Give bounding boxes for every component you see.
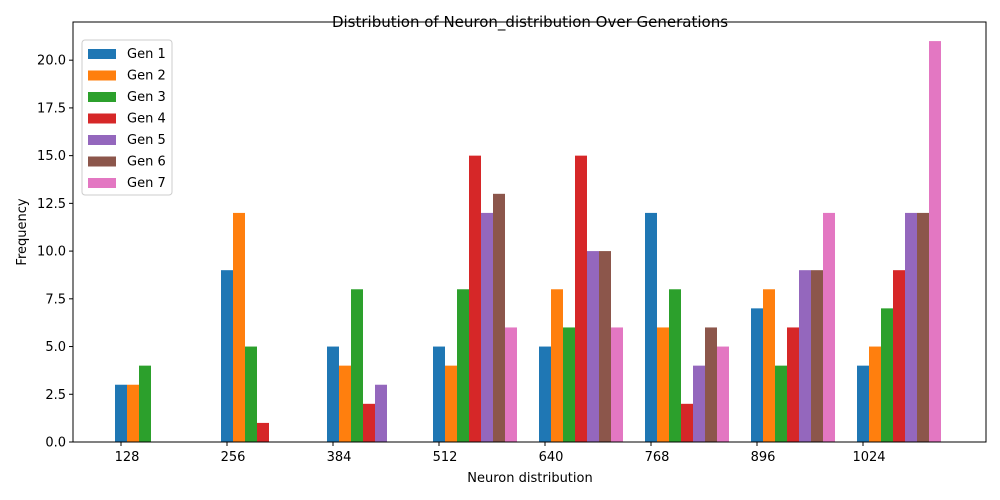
x-tick-label: 384 — [327, 450, 352, 465]
legend-label-gen5: Gen 5 — [127, 133, 166, 148]
bar-gen7-1024 — [929, 41, 941, 443]
legend-label-gen6: Gen 6 — [127, 155, 166, 170]
bar-gen3-640 — [563, 327, 575, 442]
bar-gen1-256 — [221, 270, 233, 442]
legend-label-gen7: Gen 7 — [127, 176, 166, 191]
legend-swatch-gen7 — [88, 178, 116, 188]
bar-gen4-1024 — [893, 270, 905, 442]
bar-gen3-896 — [775, 365, 787, 442]
bar-gen1-896 — [751, 308, 763, 442]
x-tick-label: 512 — [433, 450, 458, 465]
bar-gen2-512 — [445, 365, 457, 442]
y-tick-label: 20.0 — [37, 54, 66, 69]
legend-swatch-gen2 — [88, 70, 116, 81]
legend-swatch-gen3 — [88, 92, 116, 102]
legend-label-gen1: Gen 1 — [127, 47, 166, 62]
y-tick-label: 12.5 — [37, 197, 66, 212]
bar-gen1-640 — [539, 346, 551, 442]
y-tick-label: 2.5 — [45, 388, 66, 403]
bar-gen5-768 — [693, 365, 705, 442]
bar-gen5-512 — [481, 212, 493, 442]
bar-gen3-512 — [457, 289, 469, 442]
bar-gen4-640 — [575, 155, 587, 442]
bar-gen3-256 — [245, 346, 257, 442]
bar-gen5-640 — [587, 251, 599, 442]
bar-gen4-256 — [257, 422, 269, 442]
legend-swatch-gen5 — [88, 135, 116, 145]
bar-gen5-384 — [375, 384, 387, 442]
bar-gen1-384 — [327, 346, 339, 442]
x-tick-label: 256 — [221, 450, 246, 465]
x-axis-label: Neuron distribution — [467, 471, 592, 486]
bar-gen2-768 — [657, 327, 669, 442]
x-tick-label: 768 — [645, 450, 670, 465]
bar-gen2-128 — [127, 384, 139, 442]
bar-gen4-512 — [469, 155, 481, 442]
bars — [115, 41, 941, 443]
bar-gen6-640 — [599, 251, 611, 442]
bar-gen2-640 — [551, 289, 563, 442]
bar-gen4-768 — [681, 403, 693, 442]
x-tick-label: 1024 — [852, 450, 885, 465]
legend-swatch-gen4 — [88, 113, 116, 124]
x-tick-label: 128 — [115, 450, 140, 465]
y-axis-ticks: 0.0 2.5 5.0 7.5 10.0 12.5 15.0 17.5 20.0 — [37, 54, 73, 451]
bar-gen6-896 — [811, 270, 823, 442]
y-tick-label: 0.0 — [45, 436, 66, 451]
bar-gen2-896 — [763, 289, 775, 442]
legend-label-gen3: Gen 3 — [127, 90, 166, 105]
y-tick-label: 17.5 — [37, 101, 66, 116]
legend-label-gen4: Gen 4 — [127, 112, 166, 127]
bar-gen1-1024 — [857, 365, 869, 442]
bar-gen4-896 — [787, 327, 799, 442]
bar-gen5-896 — [799, 270, 811, 442]
bar-gen7-896 — [823, 212, 835, 442]
bar-gen7-512 — [505, 327, 517, 442]
bar-gen6-512 — [493, 193, 505, 442]
bar-gen7-768 — [717, 346, 729, 442]
bar-gen3-128 — [139, 365, 151, 442]
bar-gen3-768 — [669, 289, 681, 442]
x-axis-ticks: 128 256 384 512 640 768 896 1024 — [115, 442, 886, 465]
bar-gen2-384 — [339, 365, 351, 442]
legend-swatch-gen6 — [88, 156, 116, 167]
x-tick-label: 640 — [539, 450, 564, 465]
legend-label-gen2: Gen 2 — [127, 69, 166, 84]
bar-gen1-128 — [115, 384, 127, 442]
plot-frame — [72, 21, 987, 443]
bar-gen3-1024 — [881, 308, 893, 442]
y-tick-label: 5.0 — [45, 340, 66, 355]
bar-gen7-640 — [611, 327, 623, 442]
bar-gen5-1024 — [905, 212, 917, 442]
y-axis-label: Frequency — [15, 198, 30, 265]
bar-gen1-512 — [433, 346, 445, 442]
y-tick-label: 15.0 — [37, 149, 66, 164]
y-tick-label: 7.5 — [45, 292, 66, 307]
legend: Gen 1 Gen 2 Gen 3 Gen 4 Gen 5 Gen 6 Gen 7 — [81, 39, 173, 196]
x-tick-label: 896 — [751, 450, 776, 465]
bar-gen1-768 — [645, 212, 657, 442]
bar-gen2-1024 — [869, 346, 881, 442]
bar-gen3-384 — [351, 289, 363, 442]
bar-gen6-1024 — [917, 212, 929, 442]
bar-gen4-384 — [363, 403, 375, 442]
legend-swatch-gen1 — [88, 49, 116, 59]
bar-gen6-768 — [705, 327, 717, 442]
bar-gen2-256 — [233, 212, 245, 442]
y-tick-label: 10.0 — [37, 245, 66, 260]
